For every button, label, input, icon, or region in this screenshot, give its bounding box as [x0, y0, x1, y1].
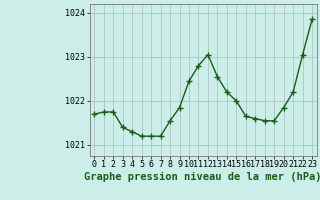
X-axis label: Graphe pression niveau de la mer (hPa): Graphe pression niveau de la mer (hPa)	[84, 172, 320, 182]
